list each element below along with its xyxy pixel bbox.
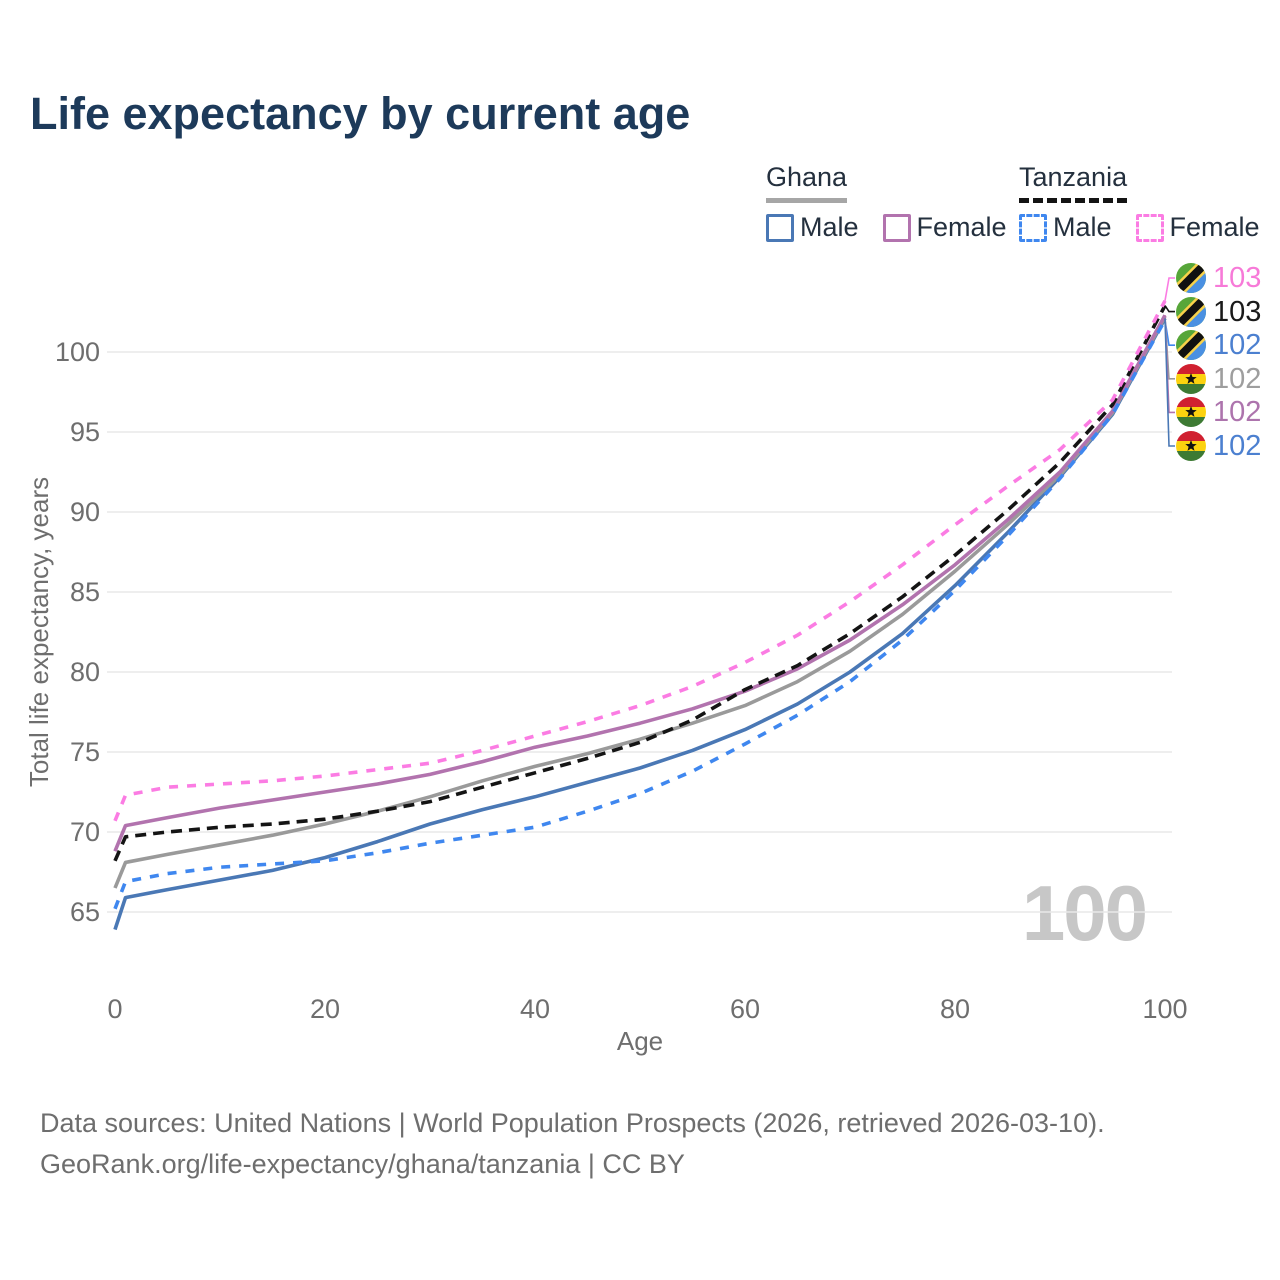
y-tick-label: 100 (55, 337, 100, 367)
x-axis-title: Age (617, 1026, 663, 1056)
end-label-row-gh_female[interactable]: 102 (1176, 396, 1262, 429)
tanzania-flag-icon (1176, 296, 1206, 327)
end-label-connector (1164, 318, 1175, 447)
age-counter-watermark: 100 (1021, 869, 1148, 957)
legend-item-label: Female (1169, 212, 1260, 242)
y-tick-label: 65 (70, 897, 100, 927)
legend-items-ghana: Male Female (766, 212, 1007, 243)
y-tick-label: 85 (70, 577, 100, 607)
x-tick-label: 0 (107, 994, 122, 1024)
end-value-label: 102 (1213, 396, 1262, 429)
tanzania-female-swatch-icon (1135, 213, 1164, 242)
x-tick-label: 40 (520, 994, 550, 1024)
tanzania-flag-icon (1176, 263, 1206, 293)
x-tick-label: 100 (1142, 994, 1187, 1024)
end-label-row-tz_female[interactable]: 103 (1176, 263, 1261, 293)
y-tick-label: 70 (70, 817, 100, 847)
legend-group-ghana: Ghana Male Female (766, 162, 1007, 243)
y-axis-title: Total life expectancy, years (24, 477, 54, 787)
end-value-label: 102 (1213, 329, 1262, 362)
y-tick-label: 95 (70, 417, 100, 447)
legend-group-tanzania: Tanzania Male Female (1019, 162, 1260, 243)
tanzania-male-swatch-icon (1019, 213, 1047, 242)
footer-attribution: GeoRank.org/life-expectancy/ghana/tanzan… (40, 1149, 685, 1179)
ghana-flag-icon (1176, 363, 1206, 394)
tanzania-flag-icon (1176, 330, 1206, 361)
y-tick-label: 90 (70, 497, 100, 527)
series-line-gh_male[interactable] (113, 317, 1167, 931)
end-label-connector (1164, 305, 1175, 313)
ghana-flag-icon (1176, 431, 1206, 461)
footer: Data sources: United Nations | World Pop… (40, 1103, 1105, 1185)
footer-data-sources: Data sources: United Nations | World Pop… (40, 1108, 1105, 1138)
end-value-label: 103 (1213, 295, 1262, 328)
legend-country-tanzania[interactable]: Tanzania (1019, 162, 1128, 203)
end-label-row-gh_male[interactable]: 102 (1176, 431, 1261, 461)
legend-country-ghana[interactable]: Ghana (766, 162, 848, 203)
end-label-row-gh_total[interactable]: 102 (1176, 362, 1262, 395)
ghana-female-swatch-icon (882, 213, 911, 242)
page-title: Life expectancy by current age (30, 88, 691, 139)
end-value-label: 103 (1213, 262, 1262, 294)
ghana-flag-icon (1176, 397, 1206, 428)
legend-item-tanzania-male[interactable]: Male (1019, 212, 1112, 243)
legend-item-label: Female (916, 212, 1007, 242)
series-line-tz_total[interactable] (113, 304, 1167, 862)
series-line-tz_female[interactable] (113, 299, 1167, 822)
series-line-gh_total[interactable] (113, 315, 1167, 889)
x-tick-label: 60 (730, 994, 760, 1024)
end-value-label: 102 (1213, 430, 1262, 462)
legend-item-ghana-female[interactable]: Female (882, 212, 1007, 243)
end-label-connector (1164, 277, 1175, 301)
series-line-gh_female[interactable] (113, 314, 1167, 852)
y-tick-label: 75 (70, 737, 100, 767)
end-label-row-tz_total[interactable]: 103 (1176, 295, 1262, 328)
ghana-male-swatch-icon (766, 213, 794, 242)
end-value-label: 102 (1213, 362, 1262, 395)
legend-item-label: Male (1053, 212, 1112, 242)
series-line-tz_male[interactable] (113, 319, 1167, 910)
y-tick-label: 80 (70, 657, 100, 687)
legend-item-ghana-male[interactable]: Male (766, 212, 859, 243)
x-tick-label: 20 (310, 994, 340, 1024)
end-label-row-tz_male[interactable]: 102 (1176, 329, 1262, 362)
x-tick-label: 80 (940, 994, 970, 1024)
legend-items-tanzania: Male Female (1019, 212, 1260, 243)
legend-item-label: Male (800, 212, 859, 242)
legend-item-tanzania-female[interactable]: Female (1135, 212, 1260, 243)
